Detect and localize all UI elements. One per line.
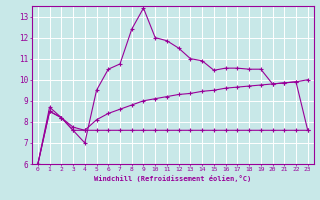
X-axis label: Windchill (Refroidissement éolien,°C): Windchill (Refroidissement éolien,°C) bbox=[94, 175, 252, 182]
